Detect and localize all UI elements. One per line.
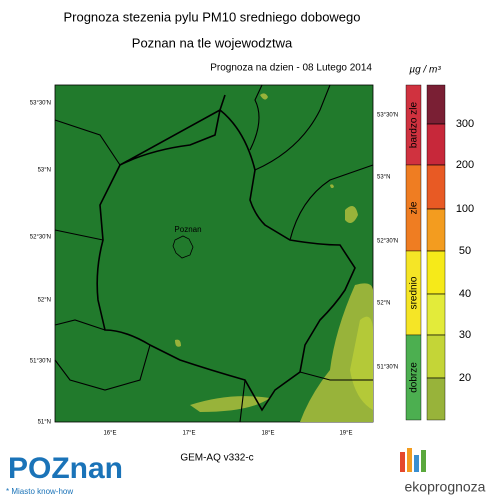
category-band bbox=[405, 334, 422, 421]
brand: ekoprognoza bbox=[405, 479, 486, 495]
color-step bbox=[426, 123, 446, 166]
city-label: Poznan bbox=[174, 225, 201, 234]
lat-label: 52°30'N bbox=[377, 239, 398, 245]
unit: µg / m³ bbox=[409, 65, 441, 76]
lat-label: 53°N bbox=[377, 175, 390, 181]
level-label: 100 bbox=[456, 203, 474, 215]
level-label: 50 bbox=[459, 245, 471, 257]
lat-label: 53°N bbox=[38, 168, 51, 174]
model: GEM-AQ v332-c bbox=[180, 453, 253, 464]
level-label: 200 bbox=[456, 159, 474, 171]
category-label: zle bbox=[409, 201, 420, 214]
lat-label: 52°30'N bbox=[30, 235, 51, 241]
color-step bbox=[426, 293, 446, 336]
lon-label: 17°E bbox=[182, 431, 195, 437]
lat-label: 51°N bbox=[38, 420, 51, 426]
lat-label: 51°30'N bbox=[377, 365, 398, 371]
color-step bbox=[426, 164, 446, 210]
lon-label: 18°E bbox=[261, 431, 274, 437]
tagline: * Miasto know-how bbox=[6, 487, 73, 496]
lat-label: 53°30'N bbox=[30, 101, 51, 107]
color-step bbox=[426, 250, 446, 295]
category-label: dobrze bbox=[409, 362, 420, 393]
level-label: 40 bbox=[459, 288, 471, 300]
subtitle: Poznan na tle wojewodztwa bbox=[132, 35, 293, 50]
category-label: srednio bbox=[409, 276, 420, 309]
map: Poznan bbox=[54, 84, 374, 423]
title: Prognoza stezenia pylu PM10 sredniego do… bbox=[63, 9, 360, 24]
category-label: bardzo zle bbox=[409, 101, 420, 148]
logo: POZnan bbox=[8, 452, 123, 485]
level-label: 30 bbox=[459, 329, 471, 341]
color-step bbox=[426, 377, 446, 421]
lat-label: 53°30'N bbox=[377, 113, 398, 119]
lat-label: 52°N bbox=[38, 298, 51, 304]
level-label: 300 bbox=[456, 118, 474, 130]
color-step bbox=[426, 334, 446, 379]
level-label: 20 bbox=[459, 372, 471, 384]
lat-label: 52°N bbox=[377, 301, 390, 307]
colorbar: 300 200 100 50 40 30 20 bardzo zle zle srednio dob… bbox=[405, 84, 474, 421]
lat-label: 51°30'N bbox=[30, 359, 51, 365]
eko-logo bbox=[400, 448, 426, 472]
color-step bbox=[426, 84, 446, 125]
color-step bbox=[426, 208, 446, 252]
lon-label: 16°E bbox=[103, 431, 116, 437]
date: Prognoza na dzien - 08 Lutego 2014 bbox=[210, 63, 372, 74]
lon-label: 19°E bbox=[339, 431, 352, 437]
